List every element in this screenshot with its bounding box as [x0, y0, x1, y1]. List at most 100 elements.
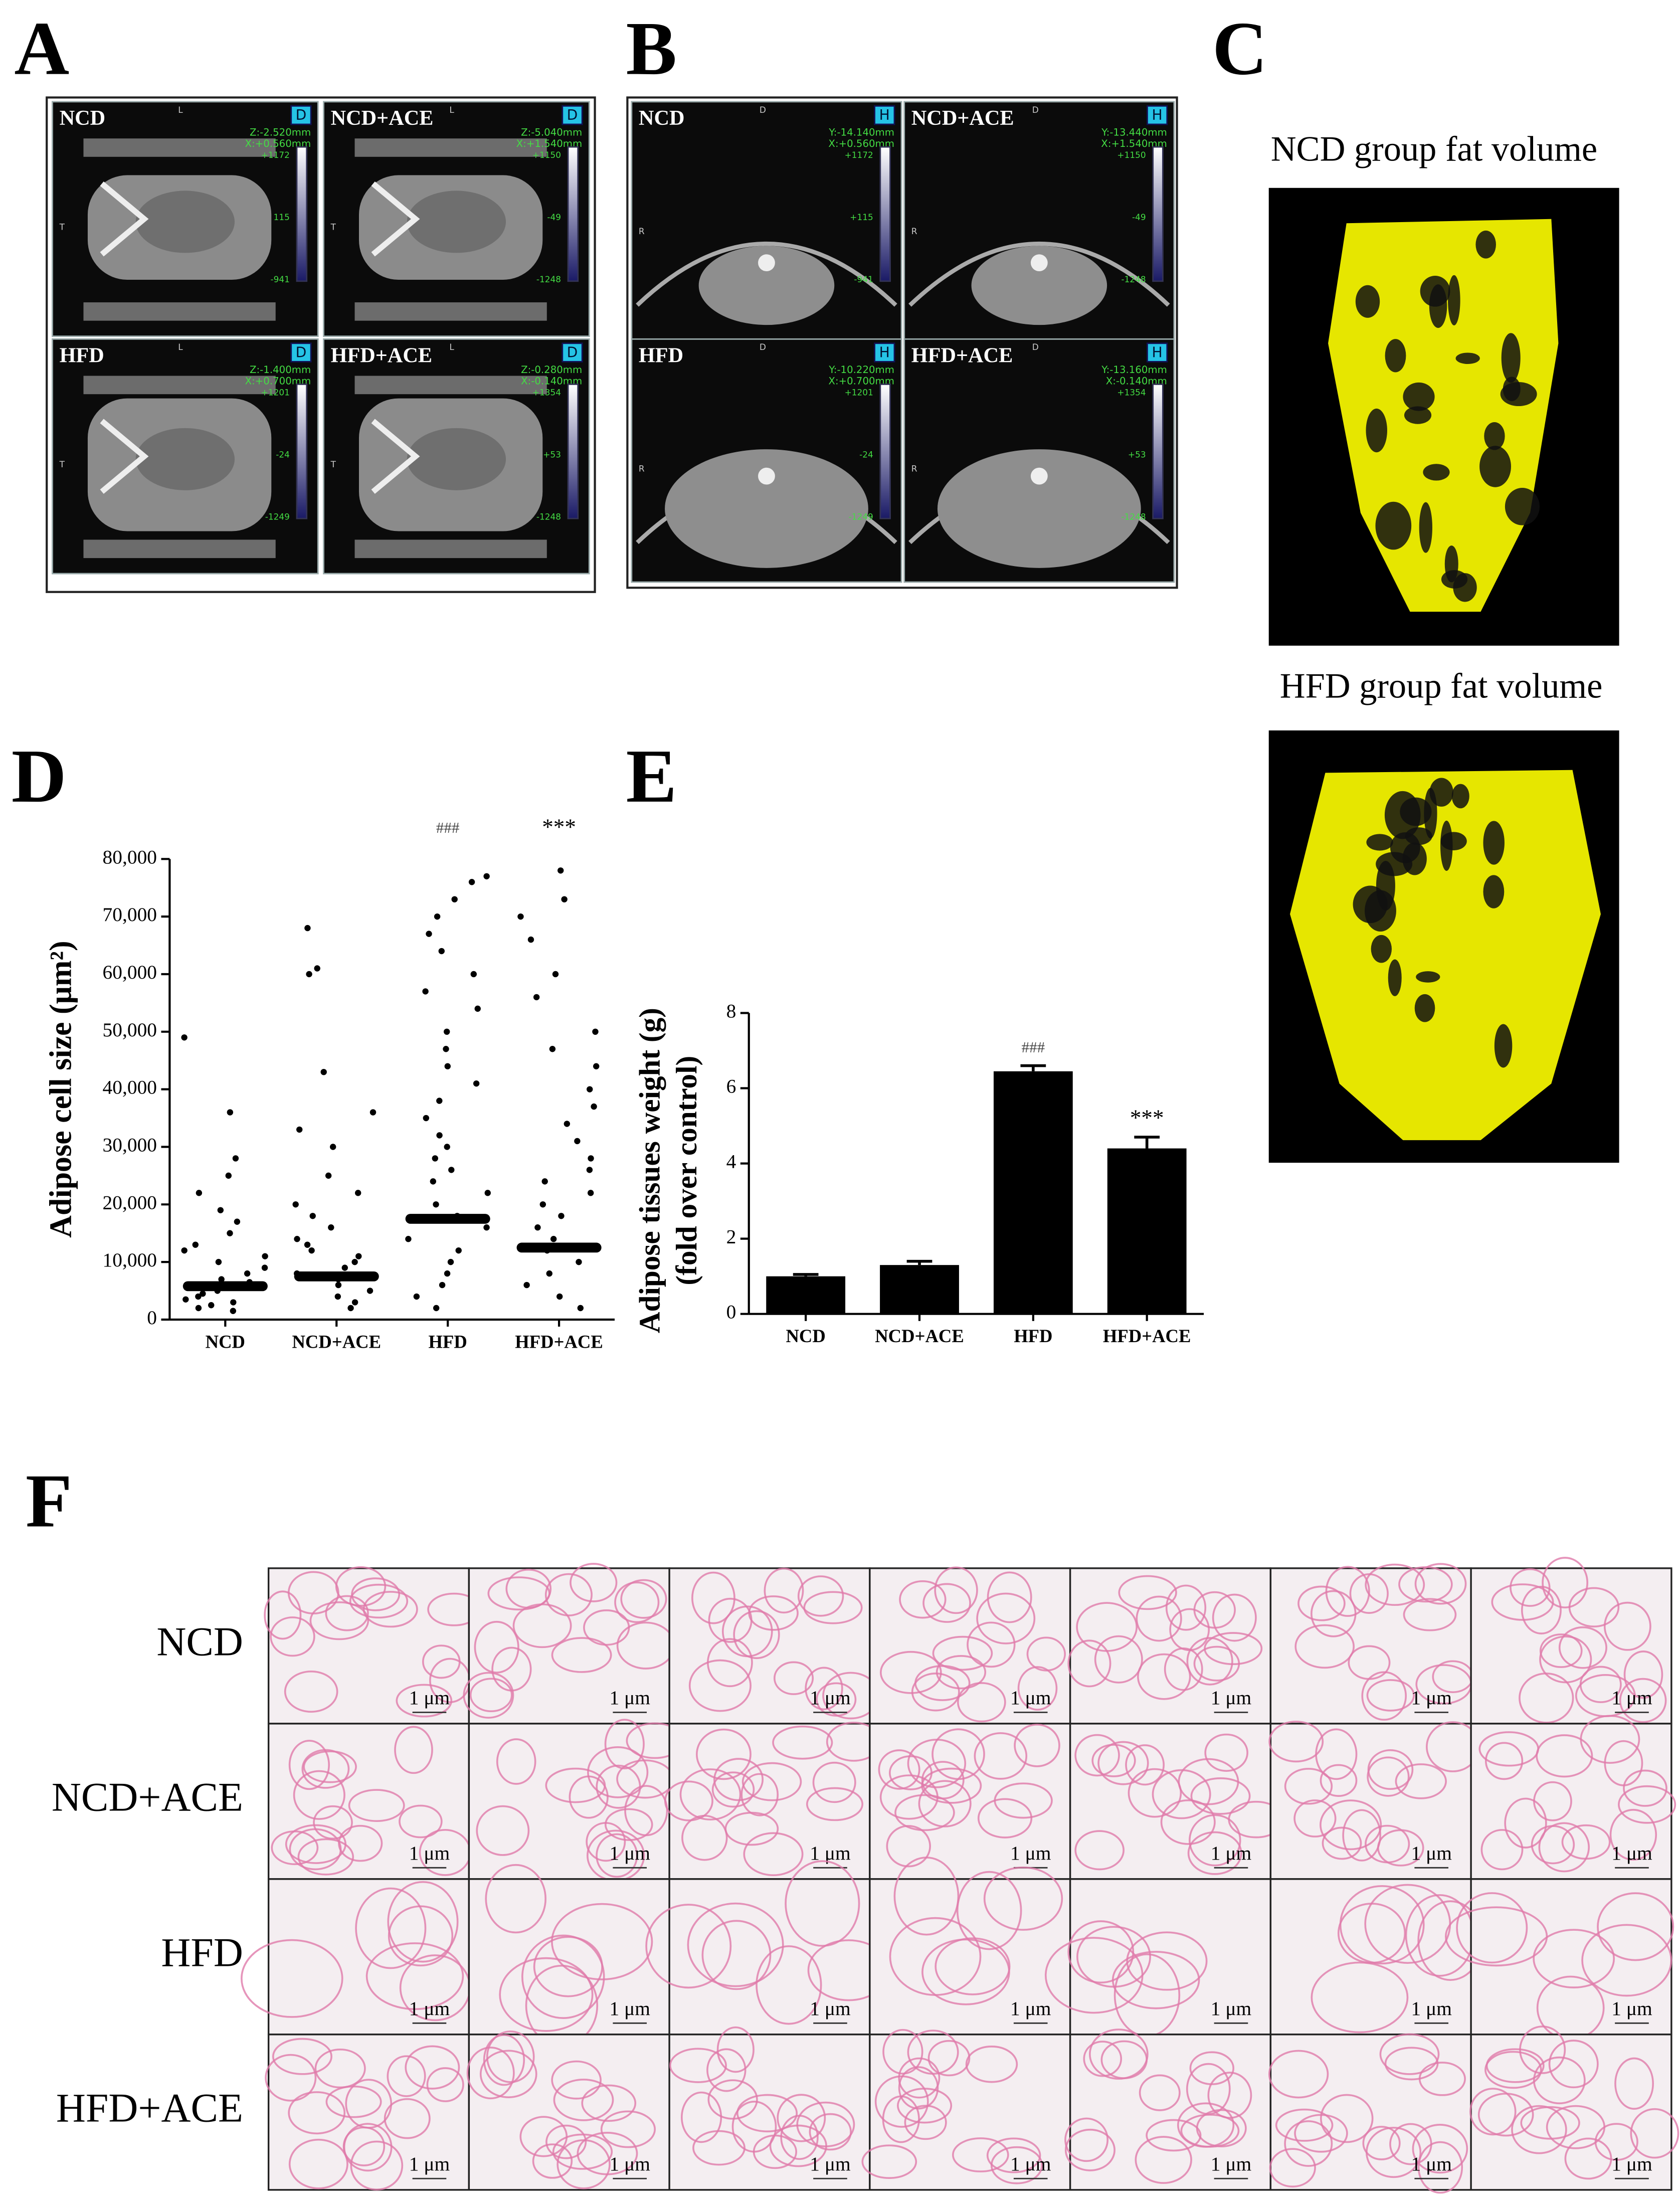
histology-image: 1 μm: [241, 1878, 471, 2036]
adipocyte: [1623, 1650, 1663, 1699]
adipocyte: [743, 1832, 804, 1876]
adipocyte: [338, 1824, 383, 1862]
data-point: [328, 1224, 334, 1231]
data-point: [592, 1028, 599, 1035]
scan-bed: [636, 241, 897, 307]
adipocyte: [396, 1684, 453, 1718]
y-tick-label: 10,000: [103, 1249, 157, 1271]
orientation: D: [760, 105, 766, 115]
adipocyte: [1091, 1744, 1136, 1777]
fat-shadow: [1385, 339, 1406, 373]
y-tick-label: 50,000: [103, 1019, 157, 1041]
adipocyte: [965, 2046, 1018, 2083]
data-point: [296, 1126, 303, 1133]
y-tick-label: 40,000: [103, 1076, 157, 1098]
adipocyte: [1269, 2148, 1316, 2188]
fat-shadow: [1416, 971, 1440, 983]
adipocyte: [264, 1590, 302, 1640]
adipocyte: [604, 1719, 645, 1770]
median-line: [516, 1242, 602, 1253]
adipocyte: [581, 2084, 637, 2122]
adipocyte: [1367, 1749, 1414, 1790]
histology-image: 1 μm: [668, 2026, 871, 2191]
adipocyte: [812, 1761, 856, 1803]
data-point: [470, 971, 477, 978]
fat-shadow: [1375, 501, 1412, 550]
scale-value: -1248: [1121, 511, 1146, 521]
fat-shadow: [1451, 784, 1469, 809]
data-point: [436, 1097, 443, 1104]
adipocyte: [977, 1798, 1033, 1839]
adipocyte: [878, 1749, 920, 1790]
adipocyte: [1365, 1563, 1425, 1606]
adipocyte: [496, 1738, 536, 1785]
orientation: T: [59, 222, 65, 232]
adipocyte: [1412, 2124, 1468, 2174]
data-point: [557, 867, 564, 874]
adipocyte: [387, 1881, 459, 1963]
scale-value: -49: [1132, 212, 1146, 222]
adipocyte: [384, 2098, 431, 2139]
adipocyte: [553, 2078, 614, 2121]
data-point: [517, 913, 524, 920]
x-tick-label: NCD+ACE: [292, 1331, 381, 1352]
data-point: [426, 931, 432, 937]
orientation: L: [449, 342, 454, 352]
scale-value: -941: [854, 274, 873, 284]
adipocyte: [1614, 2057, 1654, 2110]
adipocyte: [777, 2094, 826, 2142]
adipocyte: [796, 2101, 855, 2147]
scale-value: -24: [859, 449, 873, 459]
data-point: [444, 1270, 451, 1277]
group-label: HFD: [60, 344, 104, 368]
adipocyte: [1366, 2126, 1422, 2178]
data-point: [444, 1063, 451, 1069]
data-point: [434, 913, 441, 920]
adipocyte: [1379, 2033, 1440, 2075]
data-point: [448, 1167, 455, 1173]
scan-bar: [354, 302, 547, 321]
adipocyte: [265, 2054, 317, 2102]
coordinate: X:+0.700mm: [245, 375, 311, 387]
adipocyte: [1403, 1598, 1457, 1631]
scale-value: +1201: [261, 387, 290, 397]
adipocyte: [797, 1575, 844, 1617]
data-point: [217, 1207, 224, 1213]
adipocyte: [687, 1902, 784, 1987]
data-point: [261, 1264, 268, 1271]
adipocyte: [957, 1682, 1006, 1723]
adipocyte: [479, 2050, 537, 2098]
adipocyte: [1311, 1961, 1409, 2034]
scan-bar: [83, 539, 276, 559]
scale-value: -941: [271, 274, 290, 284]
data-point: [588, 1155, 594, 1162]
adipocyte: [1504, 1797, 1547, 1849]
adipocyte: [1067, 1920, 1135, 1984]
intensity-scale: [567, 146, 579, 282]
data-point: [230, 1299, 237, 1306]
data-point: [292, 1201, 299, 1208]
y-axis-label: Adipose cell size (μm²): [44, 941, 78, 1238]
scale-label: 1 μm: [610, 2153, 651, 2175]
group-label: NCD+ACE: [331, 106, 434, 130]
coordinate: Y:-13.440mm: [1101, 126, 1167, 138]
adipocyte: [645, 1904, 732, 1989]
fat-shadow: [1420, 276, 1450, 307]
scale-value: +115: [850, 212, 873, 222]
tissue-background: [869, 1567, 1071, 1725]
data-point: [587, 1190, 594, 1196]
adipocyte: [1546, 2105, 1606, 2149]
orientation: R: [911, 226, 917, 236]
badge: [562, 105, 583, 125]
data-point: [593, 1063, 600, 1069]
fat-shadow: [1455, 352, 1480, 364]
adipocyte: [1074, 1734, 1120, 1777]
fat-shadow: [1501, 333, 1521, 383]
histology-image: 1 μm: [267, 1723, 471, 1880]
scale-value: -49: [547, 212, 561, 222]
adipocyte: [1542, 1557, 1589, 1609]
adipocyte: [773, 1661, 814, 1695]
data-point: [455, 1247, 462, 1254]
